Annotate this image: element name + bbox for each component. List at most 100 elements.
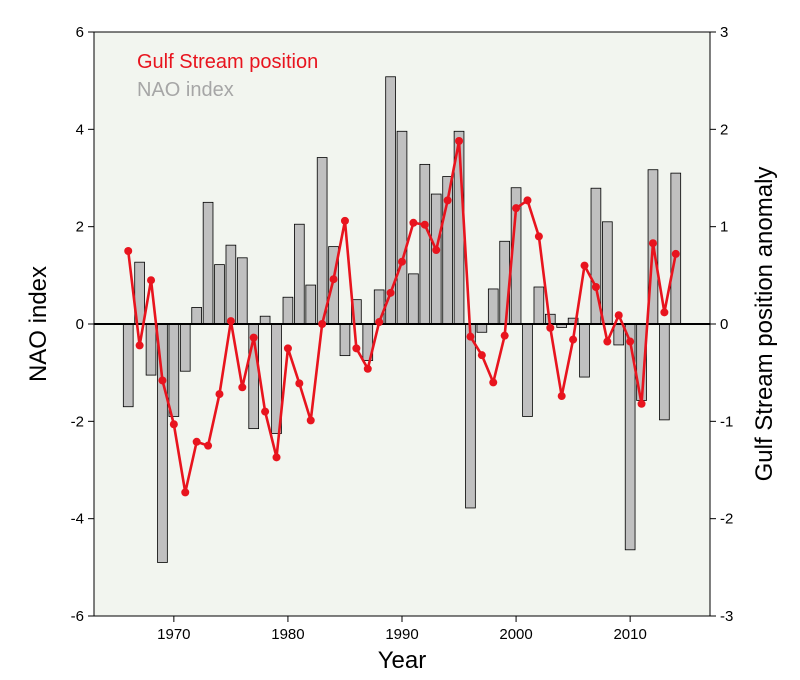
data-point xyxy=(512,204,521,213)
bar xyxy=(670,172,682,325)
bar xyxy=(659,323,670,421)
data-point xyxy=(135,341,144,350)
bar xyxy=(145,323,157,376)
left-axis-tick-label: 4 xyxy=(76,121,84,138)
legend-entry-gulf-stream: Gulf Stream position xyxy=(137,51,318,73)
right-axis-tick-label: 0 xyxy=(720,316,728,333)
data-point xyxy=(523,196,532,205)
data-point xyxy=(158,376,167,385)
data-point xyxy=(386,288,395,297)
data-point xyxy=(660,308,669,317)
data-point xyxy=(306,416,315,425)
data-point xyxy=(614,311,623,320)
x-axis-tick-label: 2010 xyxy=(613,626,646,643)
left-axis-tick-label: 0 xyxy=(76,316,84,333)
data-point xyxy=(443,196,452,205)
bar xyxy=(202,201,214,325)
data-point xyxy=(466,332,475,341)
data-point xyxy=(626,337,635,346)
data-point xyxy=(204,441,213,450)
left-axis-tick-label: -6 xyxy=(71,608,84,625)
data-point xyxy=(375,318,384,327)
bar xyxy=(613,323,625,346)
data-point xyxy=(591,283,600,292)
data-point xyxy=(124,247,133,255)
right-axis-tick-label: -3 xyxy=(720,608,733,625)
data-point xyxy=(398,257,406,266)
bar xyxy=(236,257,248,325)
right-axis-tick-label: -2 xyxy=(720,511,733,528)
data-point xyxy=(637,399,646,408)
data-point xyxy=(500,331,509,340)
data-point xyxy=(557,392,566,401)
data-point xyxy=(261,407,270,416)
data-point xyxy=(283,344,292,353)
x-axis-tick-label: 1970 xyxy=(157,626,190,643)
right-axis-tick-label: 3 xyxy=(720,24,728,41)
left-axis-tick-label: 6 xyxy=(76,24,84,41)
right-axis-tick-label: 2 xyxy=(720,121,728,138)
data-point xyxy=(603,337,612,346)
left-axis: -6 -4 -2 0 2 4 6 xyxy=(71,24,94,625)
bar xyxy=(408,273,419,325)
data-point xyxy=(238,383,247,392)
bar xyxy=(122,323,134,408)
data-point xyxy=(169,420,178,429)
data-point xyxy=(181,488,190,497)
right-axis: -3 -2 -1 0 1 2 3 xyxy=(710,24,733,625)
legend-entry-nao-index: NAO index xyxy=(137,79,234,101)
data-point xyxy=(648,239,657,248)
bar xyxy=(579,323,590,378)
data-point xyxy=(477,351,486,360)
right-axis-tick-label: -1 xyxy=(720,413,733,430)
bar xyxy=(305,284,317,325)
data-point xyxy=(272,453,281,462)
data-point xyxy=(420,220,429,229)
left-axis-tick-label: -4 xyxy=(71,511,84,528)
bar xyxy=(396,130,408,325)
x-axis-tick-label: 1980 xyxy=(271,626,304,643)
bar xyxy=(487,288,499,325)
data-point xyxy=(363,364,372,373)
data-point xyxy=(489,378,498,387)
data-point xyxy=(455,137,464,146)
x-axis-tick-label: 2000 xyxy=(499,626,532,643)
left-axis-title: NAO index xyxy=(25,266,52,382)
bar xyxy=(465,323,476,509)
data-point xyxy=(318,320,327,328)
data-point xyxy=(192,437,201,446)
data-point xyxy=(352,344,361,353)
data-point xyxy=(340,216,349,225)
data-point xyxy=(580,261,589,270)
bar xyxy=(294,223,305,325)
bar xyxy=(533,286,545,325)
bar xyxy=(316,157,328,325)
data-point xyxy=(409,218,418,227)
data-point xyxy=(546,323,555,332)
data-point xyxy=(569,335,578,344)
left-axis-tick-label: -2 xyxy=(71,413,84,430)
bar xyxy=(476,323,488,333)
bar xyxy=(602,221,613,325)
bar xyxy=(259,315,271,325)
bar xyxy=(339,323,351,357)
line-series xyxy=(124,137,680,497)
data-point xyxy=(329,275,338,284)
data-point xyxy=(534,232,543,241)
bar xyxy=(522,323,533,417)
bar xyxy=(419,163,431,325)
right-axis-tick-label: 1 xyxy=(720,219,728,236)
bar xyxy=(191,307,202,325)
bar xyxy=(179,323,191,372)
bar xyxy=(430,193,442,325)
bar xyxy=(282,296,294,325)
data-point xyxy=(295,379,304,388)
data-point xyxy=(226,317,235,326)
x-axis-tick-label: 1990 xyxy=(385,626,418,643)
bar-series xyxy=(122,76,682,563)
data-point xyxy=(147,276,156,285)
right-axis-title: Gulf Stream position anomaly xyxy=(751,167,778,482)
data-point xyxy=(432,246,441,255)
data-point xyxy=(671,249,680,258)
